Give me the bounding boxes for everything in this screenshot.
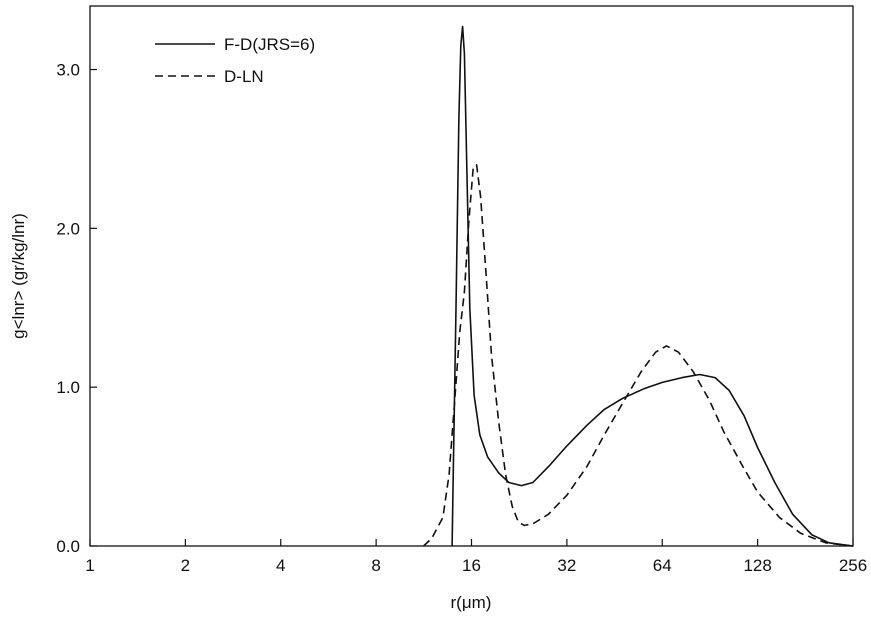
series-line-d-ln [423,164,854,547]
x-tick-label: 2 [181,556,190,575]
y-tick-label: 0.0 [56,537,80,556]
series-line-fd-jrs6 [451,25,854,547]
legend-label-dln: D-LN [224,67,264,86]
series-group [423,25,854,547]
plot-frame [89,5,854,547]
x-tick-label: 16 [462,556,481,575]
x-tick-label: 32 [557,556,576,575]
x-tick-label: 128 [743,556,771,575]
x-tick-label: 4 [276,556,285,575]
y-tick-label: 3.0 [56,61,80,80]
x-tick-label: 256 [839,556,867,575]
y-tick-label: 2.0 [56,219,80,238]
legend: F-D(JRS=6) D-LN [155,35,315,86]
x-tick-label: 1 [85,556,94,575]
legend-label-fd: F-D(JRS=6) [224,35,315,54]
x-axis-title: r(μm) [451,593,492,612]
y-axis: 0.0 1.0 2.0 3.0 [56,61,97,556]
x-tick-label: 8 [371,556,380,575]
x-tick-label: 64 [653,556,672,575]
y-tick-label: 1.0 [56,378,80,397]
y-axis-title: g<lnr> (gr/kg/lnr) [9,213,28,339]
x-axis: 1 2 4 8 16 32 64 128 256 [85,539,867,575]
